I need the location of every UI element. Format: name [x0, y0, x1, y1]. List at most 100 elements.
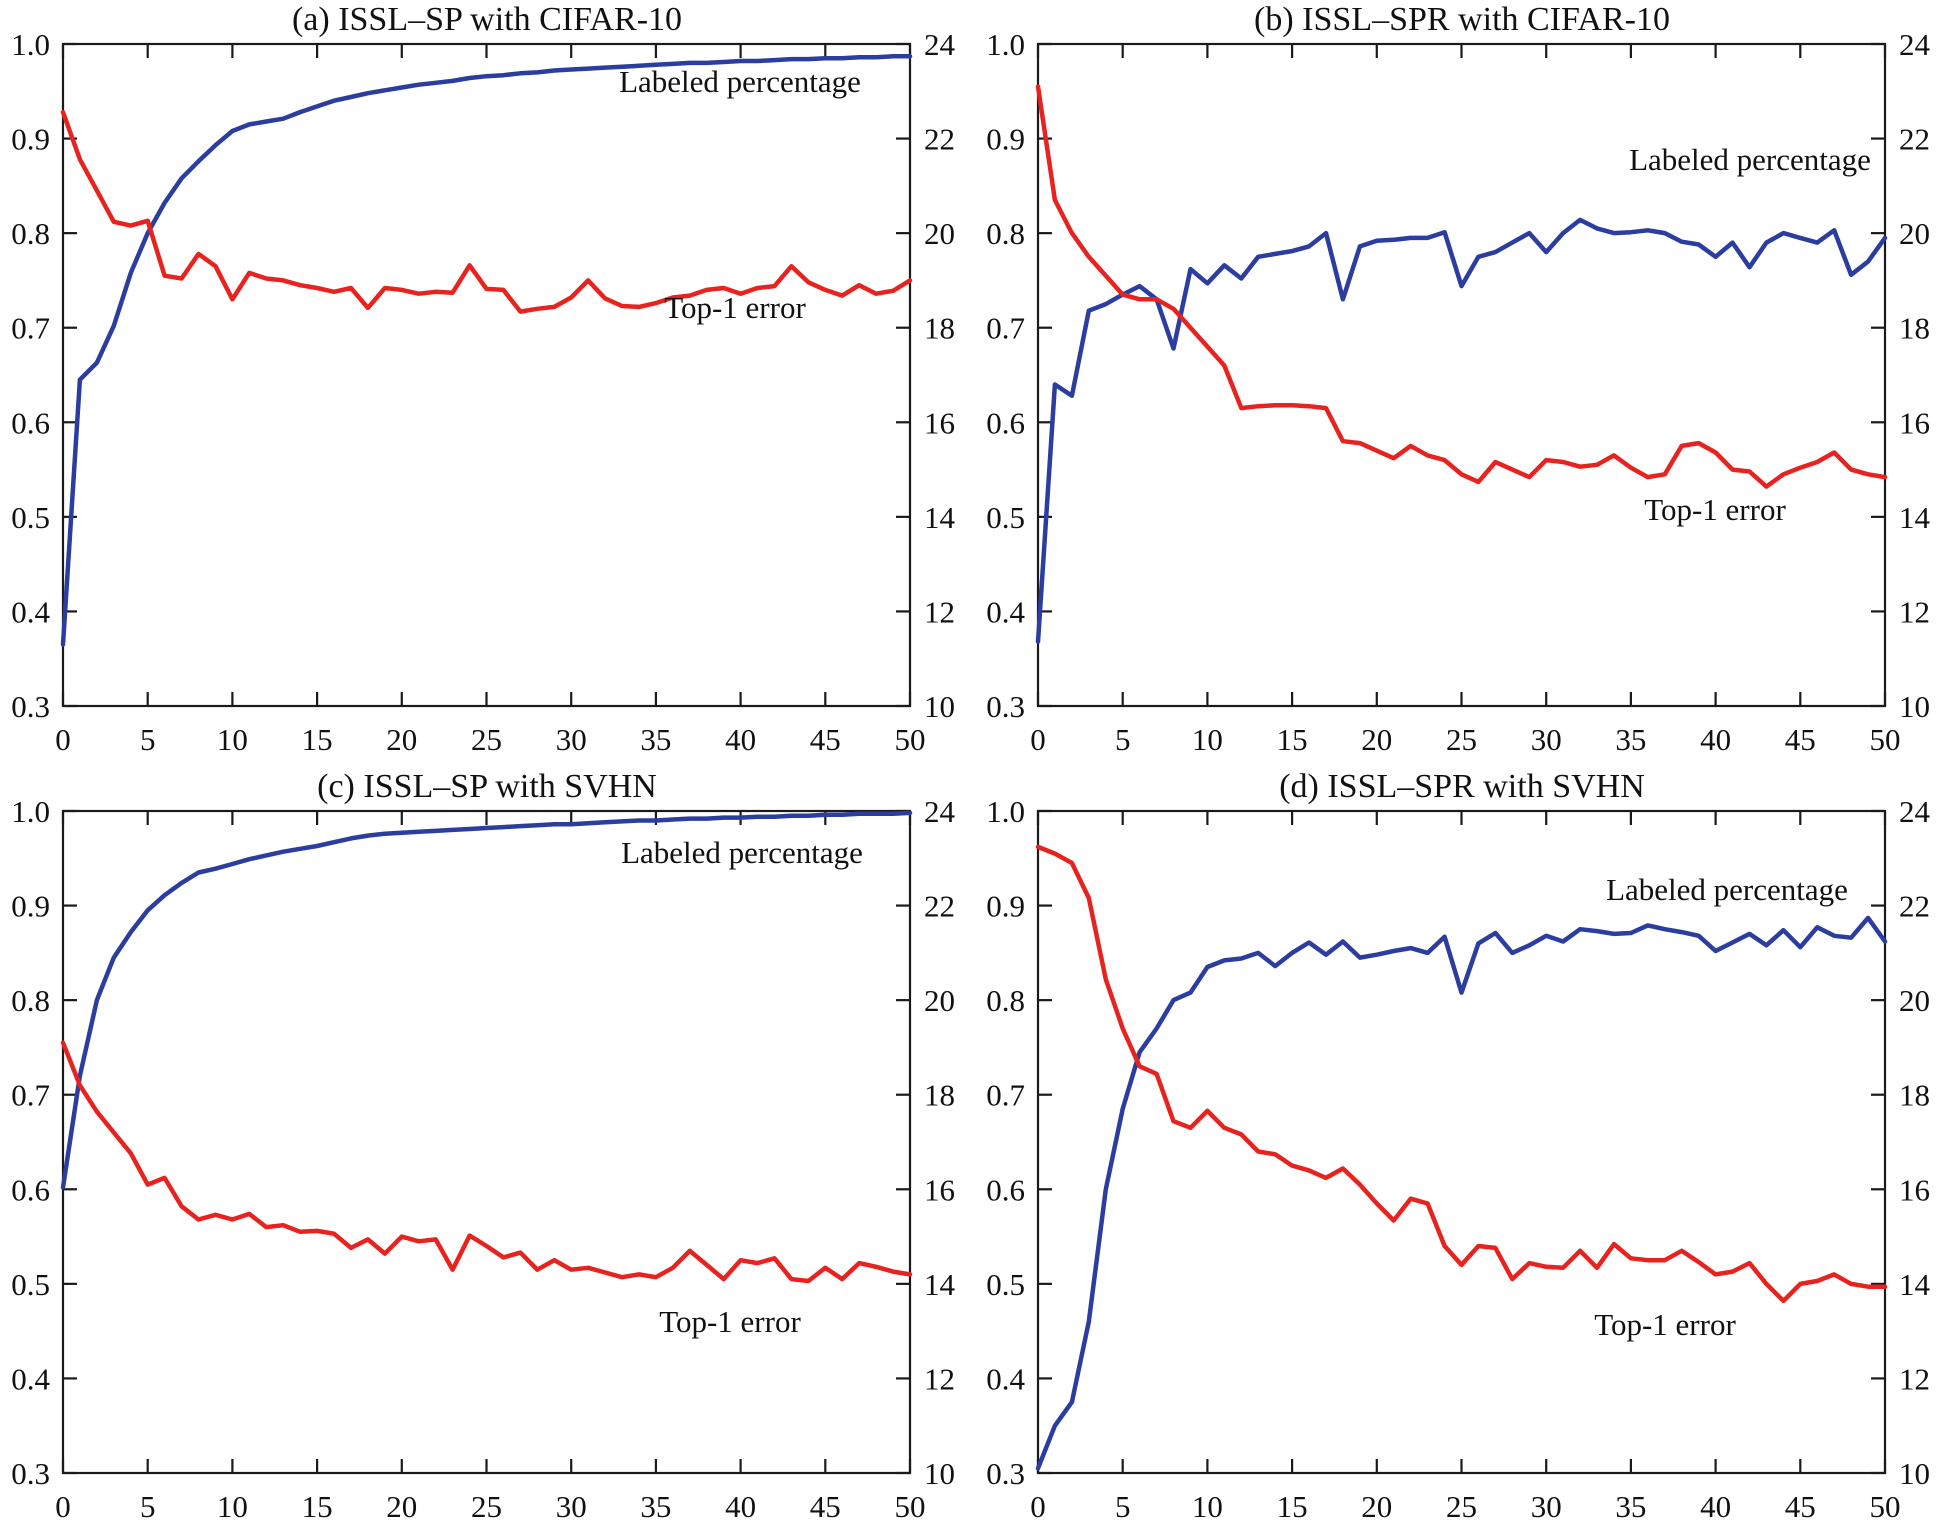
plot-area: 0 5 10 15 20 25 30 35 40 45 50 1.0 0.9 0.8 0.7 0.6 0.5 0.…: [986, 794, 1930, 1524]
x-tick-label: 10: [1192, 1489, 1223, 1524]
x-tick-label: 30: [556, 1489, 587, 1524]
x-tick-label: 45: [810, 1489, 841, 1524]
panel-b: 0 5 10 15 20 25 30 35 40 45 50 1.0 0.9 0.8 0.7 0.6 0.5 0.…: [975, 0, 1950, 767]
right-tick-label: 24: [924, 794, 956, 829]
right-tick-label: 20: [1899, 216, 1930, 251]
left-tick-label: 0.5: [11, 500, 50, 535]
left-tick-label: 0.4: [986, 1361, 1025, 1396]
x-tick-label: 10: [217, 722, 248, 757]
x-tick-label: 20: [386, 722, 417, 757]
x-tick-label: 20: [1361, 1489, 1392, 1524]
x-tick-label: 5: [1115, 1489, 1131, 1524]
left-tick-label: 0.5: [986, 1267, 1025, 1302]
left-tick-label: 0.4: [11, 1361, 50, 1396]
x-tick-label: 40: [1700, 722, 1731, 757]
left-tick-label: 1.0: [11, 27, 50, 62]
x-tick-label: 5: [1115, 722, 1131, 757]
right-tick-label: 22: [1899, 122, 1930, 157]
right-tick-label: 10: [924, 1456, 955, 1491]
right-tick-label: 10: [1899, 689, 1930, 724]
labeled-percentage-line: [1035, 217, 1888, 644]
x-tick-label: 0: [55, 722, 71, 757]
x-tick-label: 15: [1277, 722, 1308, 757]
top1-error-line: [1035, 844, 1888, 1304]
labeled-percentage-line: [60, 54, 913, 647]
left-tick-label: 0.7: [11, 1078, 50, 1113]
right-tick-label: 18: [924, 1078, 955, 1113]
panel-title: (b) ISSL–SPR with CIFAR-10: [1254, 1, 1670, 38]
x-tick-label: 10: [1192, 722, 1223, 757]
series-label-top1-error: Top-1 error: [1594, 1307, 1736, 1342]
plot-area: 0 5 10 15 20 25 30 35 40 45 50 1.0 0.9 0.8 0.7 0.6 0.5 0.…: [11, 27, 955, 757]
x-tick-label: 10: [217, 1489, 248, 1524]
left-tick-label: 0.9: [11, 122, 50, 157]
x-tick-label: 25: [1446, 722, 1477, 757]
x-tick-label: 25: [471, 722, 502, 757]
right-tick-label: 16: [924, 1172, 955, 1207]
right-tick-label: 14: [1899, 500, 1931, 535]
series-label-labeled-percentage: Labeled percentage: [1629, 142, 1871, 177]
x-tick-label: 40: [725, 722, 756, 757]
left-tick-label: 0.7: [11, 311, 50, 346]
x-tick-label: 40: [725, 1489, 756, 1524]
panel-title: (a) ISSL–SP with CIFAR-10: [292, 1, 682, 38]
chart-panel-d: 0 5 10 15 20 25 30 35 40 45 50 1.0 0.9 0.8 0.7 0.6 0.5 0.…: [986, 768, 1930, 1524]
x-tick-label: 20: [1361, 722, 1392, 757]
top1-error-line: [60, 1040, 913, 1284]
left-tick-label: 0.8: [986, 216, 1025, 251]
left-tick-label: 0.3: [11, 1456, 50, 1491]
x-tick-label: 15: [302, 1489, 333, 1524]
x-tick-label: 45: [1785, 1489, 1816, 1524]
left-tick-label: 0.8: [11, 983, 50, 1018]
left-tick-label: 0.3: [986, 689, 1025, 724]
labeled-percentage-line: [60, 810, 913, 1190]
right-tick-label: 20: [1899, 983, 1930, 1018]
right-tick-label: 12: [1899, 594, 1930, 629]
right-tick-label: 16: [1899, 1172, 1930, 1207]
x-tick-label: 35: [640, 1489, 671, 1524]
x-tick-label: 5: [140, 1489, 156, 1524]
right-tick-label: 12: [1899, 1361, 1930, 1396]
left-tick-label: 0.5: [11, 1267, 50, 1302]
panel-a: 0 5 10 15 20 25 30 35 40 45 50 1.0 0.9 0.8 0.7 0.6 0.5 0.…: [0, 0, 975, 767]
left-tick-label: 0.7: [986, 1078, 1025, 1113]
x-tick-label: 0: [1030, 1489, 1046, 1524]
x-tick-label: 15: [302, 722, 333, 757]
left-tick-label: 0.5: [986, 500, 1025, 535]
left-tick-label: 0.4: [11, 594, 50, 629]
plot-area: 0 5 10 15 20 25 30 35 40 45 50 1.0 0.9 0.8 0.7 0.6 0.5 0.…: [11, 794, 955, 1524]
chart-panel-b: 0 5 10 15 20 25 30 35 40 45 50 1.0 0.9 0.8 0.7 0.6 0.5 0.…: [986, 1, 1930, 757]
right-tick-label: 18: [924, 311, 955, 346]
right-tick-label: 14: [924, 500, 956, 535]
panel-title: (d) ISSL–SPR with SVHN: [1279, 768, 1645, 805]
x-tick-label: 35: [640, 722, 671, 757]
right-tick-label: 22: [1899, 889, 1930, 924]
right-tick-label: 22: [924, 889, 955, 924]
x-tick-label: 15: [1277, 1489, 1308, 1524]
right-tick-label: 12: [924, 1361, 955, 1396]
left-tick-label: 1.0: [986, 27, 1025, 62]
left-tick-label: 0.6: [986, 405, 1025, 440]
labeled-percentage-line: [1035, 915, 1888, 1471]
plot-border: [1036, 809, 1887, 1475]
series-label-top1-error: Top-1 error: [659, 1304, 801, 1339]
x-tick-label: 45: [810, 722, 841, 757]
left-tick-label: 0.3: [986, 1456, 1025, 1491]
x-tick-label: 50: [895, 722, 926, 757]
left-tick-label: 0.3: [11, 689, 50, 724]
x-tick-label: 50: [1870, 1489, 1901, 1524]
right-tick-label: 14: [924, 1267, 956, 1302]
left-tick-label: 1.0: [986, 794, 1025, 829]
x-tick-label: 50: [895, 1489, 926, 1524]
plot-border: [61, 42, 912, 708]
left-tick-label: 0.8: [986, 983, 1025, 1018]
series-label-labeled-percentage: Labeled percentage: [619, 64, 861, 99]
plot-area: 0 5 10 15 20 25 30 35 40 45 50 1.0 0.9 0.8 0.7 0.6 0.5 0.…: [986, 27, 1930, 757]
left-tick-label: 0.7: [986, 311, 1025, 346]
right-tick-label: 14: [1899, 1267, 1931, 1302]
right-tick-label: 24: [924, 27, 956, 62]
x-tick-label: 40: [1700, 1489, 1731, 1524]
x-tick-label: 0: [55, 1489, 71, 1524]
x-tick-label: 45: [1785, 722, 1816, 757]
